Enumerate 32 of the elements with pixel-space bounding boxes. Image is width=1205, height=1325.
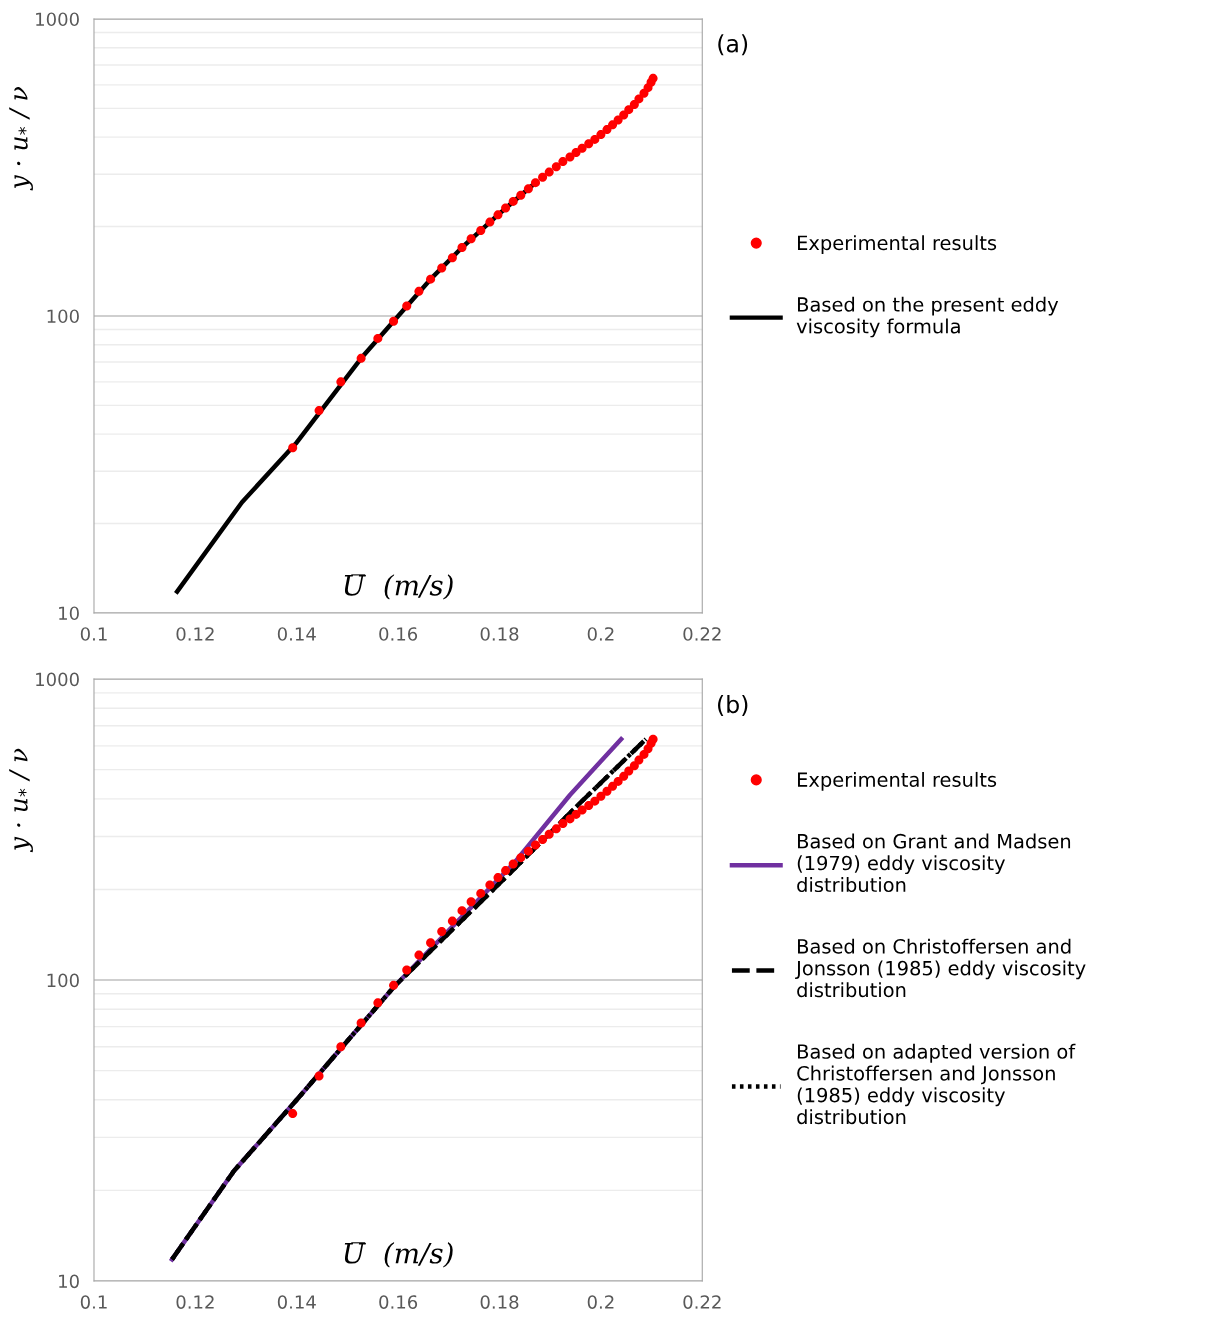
text: (a) [718,34,748,56]
x-tick-label: 0.16 [379,627,418,641]
legend-label: Experimental results [798,235,997,254]
x-tick-label: 0.14 [277,1295,316,1309]
y-tick-label: 10 [59,1274,79,1289]
y-tick-label: 1000 [36,672,79,687]
y-tick-label: 1000 [36,12,79,27]
y-axis-title: y · u$_{*}$ / ν [9,748,33,853]
x-tick-label: 0.18 [480,1295,519,1309]
y-axis-title: y · u$_{*}$ / ν [9,87,33,191]
x-tick-label: 0.1 [80,627,107,641]
text: (b) [718,694,748,716]
x-axis-title: U̅ (m/s) [344,1242,453,1268]
y-tick-label: 100 [47,309,79,324]
x-tick-label: 0.2 [587,1295,614,1309]
legend-label: Based on Christoffersen and Jonsson (1985) eddy viscosity distribution [795,938,1086,998]
y-tick-label: 10 [59,606,79,621]
y-tick-label: 100 [47,973,79,988]
legend-label: Based on adapted version of Christoffersen and Jonsson (1985) eddy viscosity distribution [797,1043,1076,1125]
x-tick-label: 0.16 [379,1295,418,1309]
x-tick-label: 0.18 [480,627,519,641]
x-tick-label: 0.22 [683,627,721,641]
legend-label: Based on Grant and Madsen (1979) eddy viscosity distribution [797,833,1071,893]
x-axis-title: U̅ (m/s) [344,574,453,600]
x-tick-label: 0.1 [80,1295,107,1309]
x-tick-label: 0.14 [277,627,316,641]
legend-label: Based on the present eddy viscosity formula [796,296,1059,338]
x-tick-label: 0.12 [176,627,214,641]
legend-label: Experimental results [798,771,997,791]
x-tick-label: 0.2 [587,627,614,641]
x-tick-label: 0.12 [176,1295,214,1309]
x-tick-label: 0.22 [683,1295,721,1309]
